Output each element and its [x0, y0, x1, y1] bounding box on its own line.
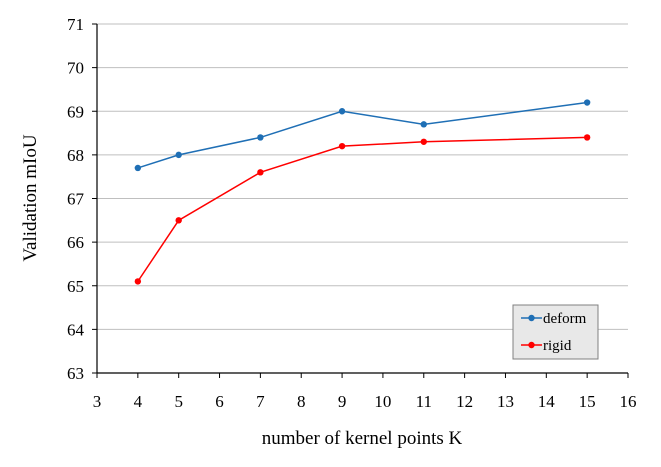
data-point-rigid-4	[134, 278, 142, 285]
series-deform	[134, 99, 591, 172]
data-point-deform-5	[175, 151, 182, 159]
data-point-rigid-5	[175, 217, 182, 224]
x-tick-label-3: 3	[93, 392, 102, 411]
x-tick-label-7: 7	[256, 392, 265, 411]
legend-marker-deform-dot	[528, 314, 535, 322]
x-tick-label-15: 15	[579, 392, 596, 411]
legend-box	[512, 304, 599, 360]
legend-marker-rigid-dot	[528, 341, 535, 349]
x-tick-label-14: 14	[538, 392, 556, 411]
x-tick-label-16: 16	[620, 392, 637, 411]
y-tick-label-70: 70	[67, 59, 84, 78]
data-point-rigid-7	[257, 169, 264, 176]
x-tick-label-8: 8	[297, 392, 306, 411]
x-tick-label-4: 4	[134, 392, 143, 411]
x-tick-label-6: 6	[215, 392, 224, 411]
y-tick-label-69: 69	[67, 102, 84, 121]
legend-label-rigid: rigid	[543, 338, 572, 354]
x-tick-label-9: 9	[338, 392, 347, 411]
data-point-deform-15	[583, 99, 591, 106]
axes	[92, 23, 629, 378]
data-point-deform-7	[257, 134, 264, 141]
x-tick-label-12: 12	[456, 392, 473, 411]
series-rigid	[134, 134, 591, 285]
y-tick-label-64: 64	[67, 320, 85, 339]
series-line-deform	[137, 101, 588, 169]
x-tick-label-13: 13	[497, 392, 514, 411]
y-tick-label-63: 63	[67, 364, 84, 383]
y-tick-label-65: 65	[67, 277, 84, 296]
data-point-rigid-11	[420, 138, 427, 145]
legend: deform rigid	[512, 304, 599, 360]
x-tick-label-10: 10	[374, 392, 391, 411]
y-tick-label-71: 71	[67, 15, 84, 34]
y-tick-label-66: 66	[67, 233, 84, 252]
data-point-deform-9	[338, 108, 346, 115]
y-tick-labels: 63 64 65 66 67 68 69 70 71	[67, 15, 85, 383]
y-axis-title: Validation mIoU	[20, 134, 41, 261]
y-tick-label-68: 68	[67, 146, 84, 165]
series-line-rigid	[137, 136, 588, 282]
x-axis-title: number of kernel points K	[262, 428, 463, 449]
data-point-rigid-9	[338, 142, 346, 150]
x-tick-label-11: 11	[416, 392, 432, 411]
data-point-rigid-15	[583, 134, 591, 141]
x-tick-label-5: 5	[174, 392, 183, 411]
grid-lines	[97, 23, 628, 330]
data-point-deform-11	[420, 121, 427, 128]
series-lines	[134, 99, 591, 285]
y-tick-label-67: 67	[67, 190, 85, 209]
legend-label-deform: deform	[543, 311, 587, 327]
x-tick-labels: 3 4 5 6 7 8 9 10 11 12 13 14 15 16	[93, 392, 637, 411]
data-point-deform-4	[134, 164, 142, 172]
